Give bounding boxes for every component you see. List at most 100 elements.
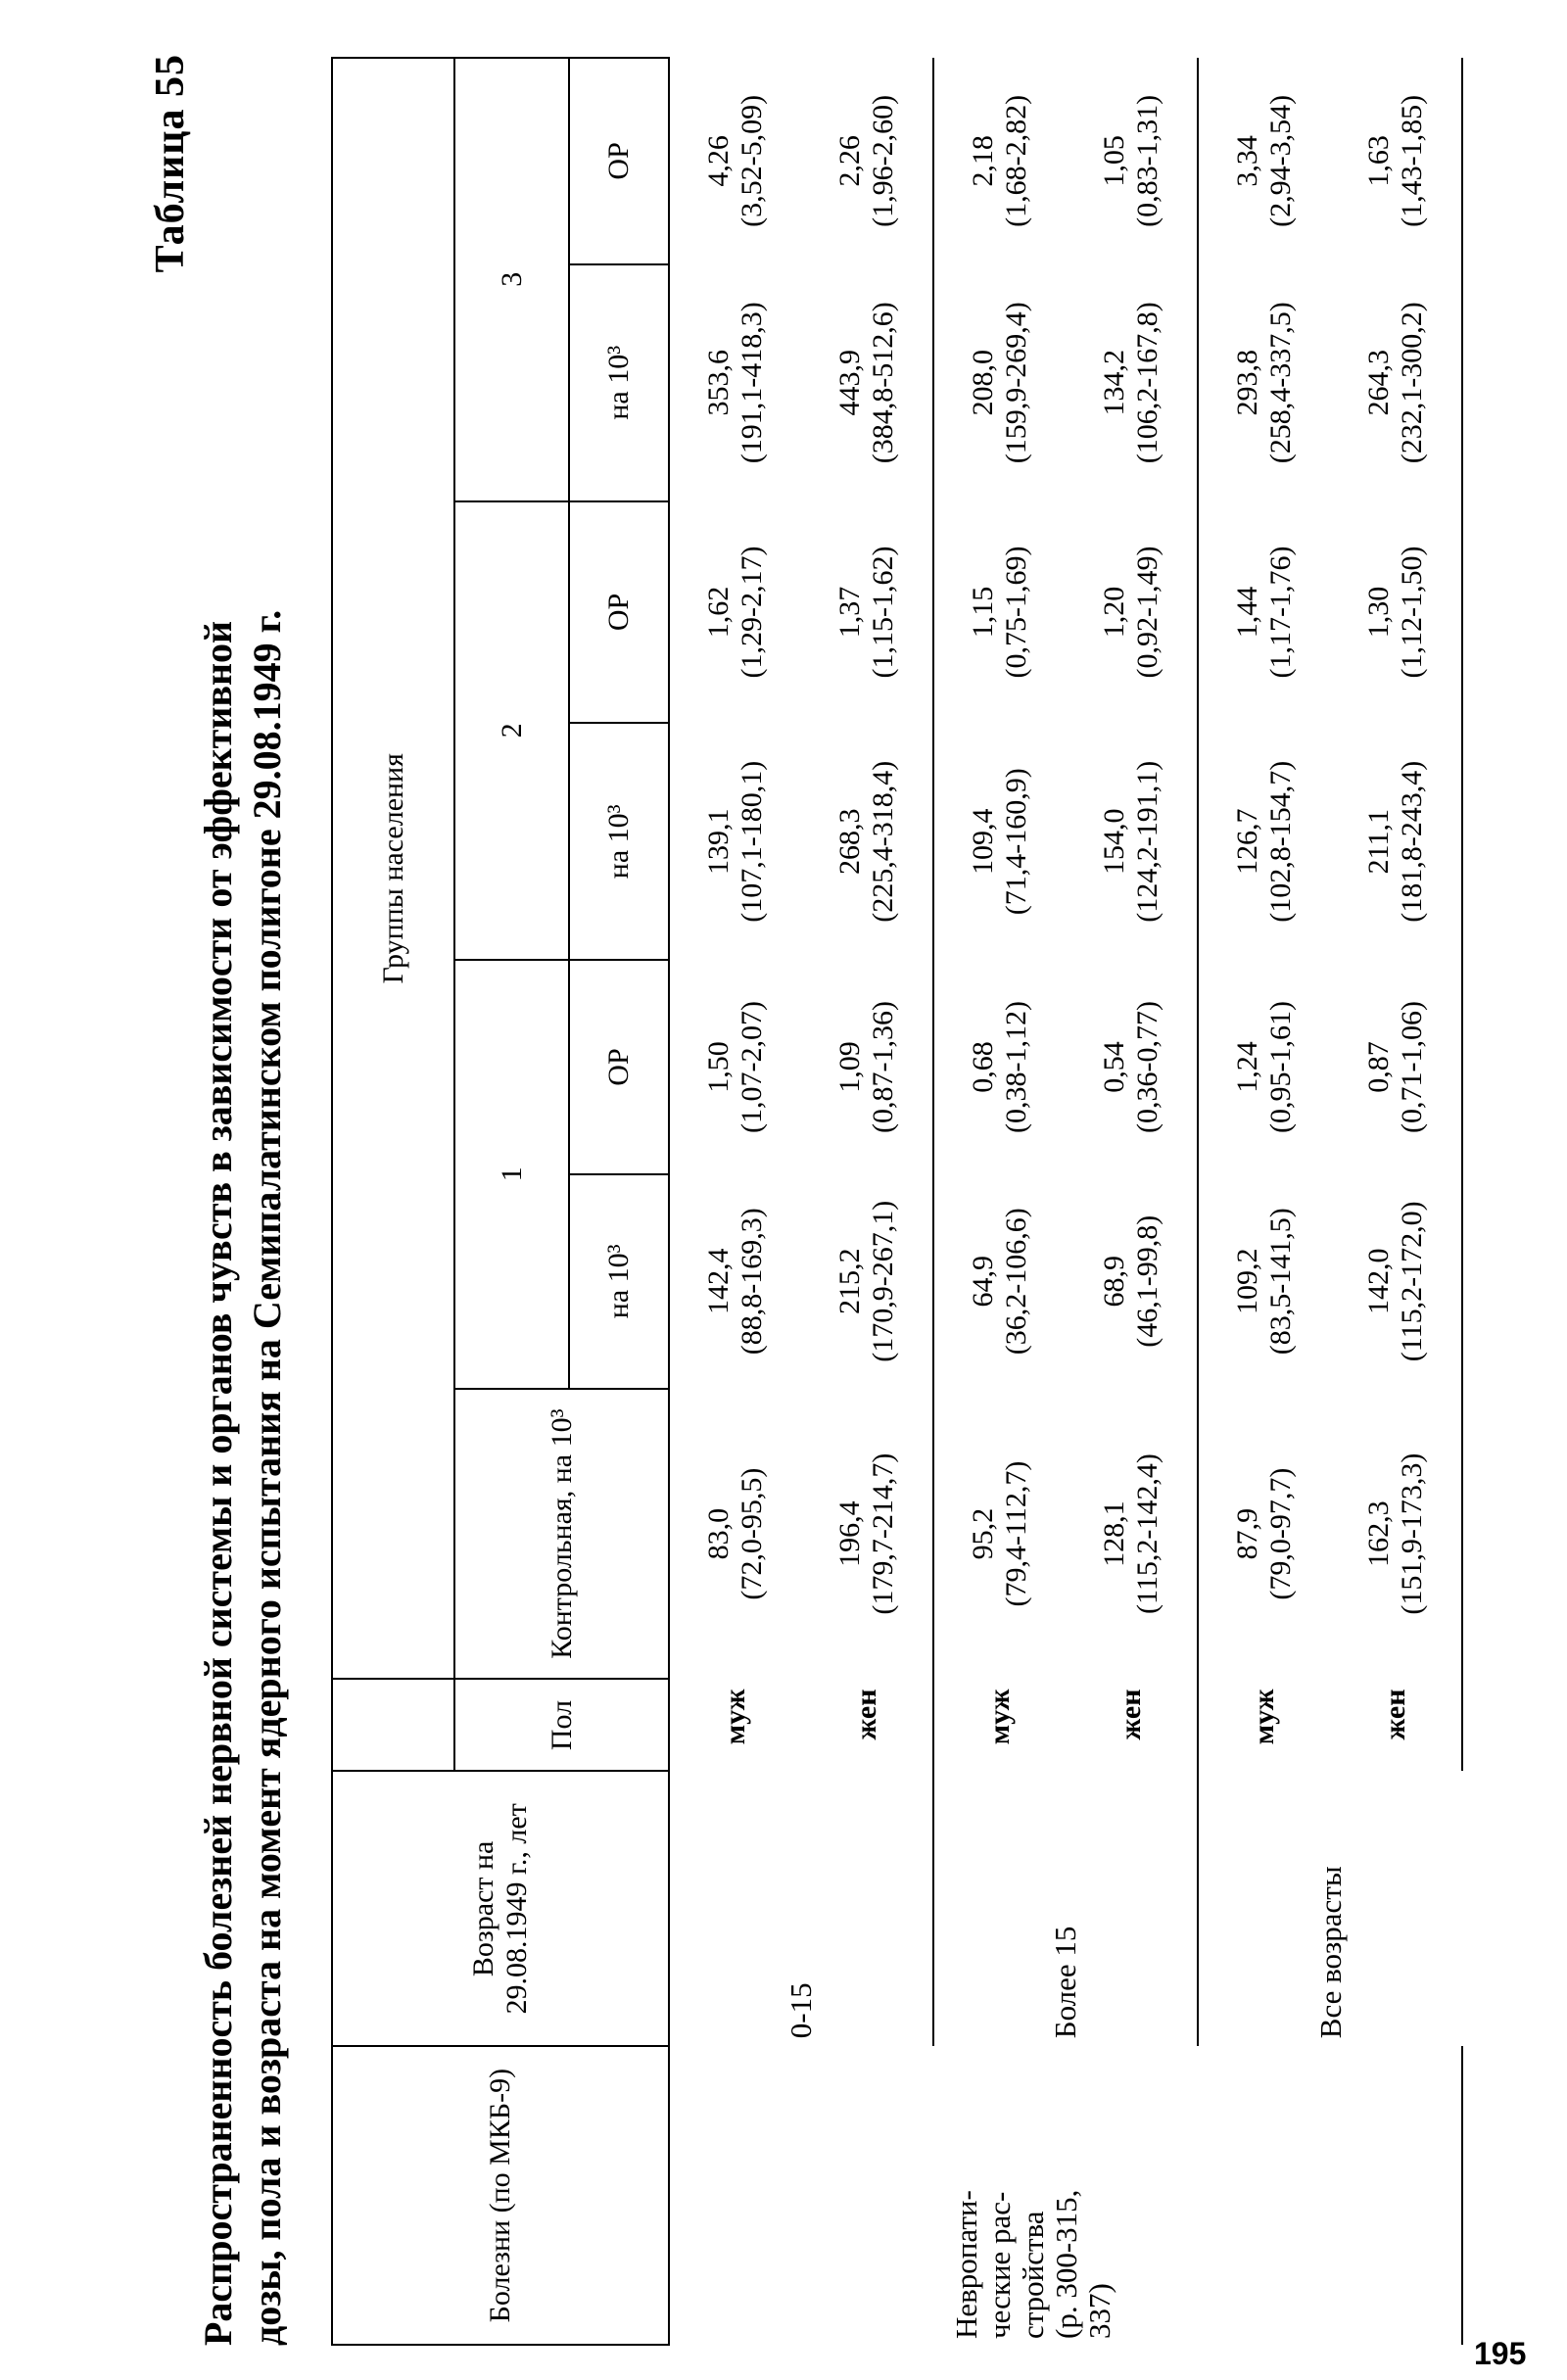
value: 154,0 (1098, 808, 1130, 876)
confidence-interval: (258,4-337,5) (1264, 302, 1297, 464)
data-table: Болезни (по МКБ-9) Возраст на 29.08.1949… (331, 57, 1463, 2346)
sex-cell: муж (1198, 1679, 1330, 1772)
value: 353,6 (702, 349, 735, 416)
value-cell: 1,63 (1,43-1,85) (1330, 58, 1462, 264)
confidence-interval: (36,2-106,6) (1000, 1208, 1032, 1356)
value-cell: 126,7 (102,8-154,7) (1198, 723, 1330, 961)
header-groups: Группы населения (332, 58, 454, 1680)
sex-cell: муж (669, 1679, 801, 1772)
confidence-interval: (0,87-1,36) (867, 1001, 899, 1133)
value: 211,1 (1362, 809, 1395, 875)
value: 215,2 (833, 1248, 866, 1315)
table-row: Невропати-ческие рас-стройства (р. 300-31… (669, 58, 1462, 2345)
confidence-interval: (1,12-1,50) (1396, 546, 1428, 679)
value-cell: 139,1 (107,1-180,1) (669, 723, 801, 961)
table-label: Таблица 55 (148, 54, 193, 273)
value-cell: 1,09 (0,87-1,36) (801, 960, 933, 1174)
value: 68,9 (1098, 1256, 1130, 1308)
header-or: ОР (569, 58, 669, 264)
value: 0,87 (1362, 1041, 1395, 1093)
value-cell: 1,05 (0,83-1,31) (1066, 58, 1198, 264)
value: 64,9 (967, 1256, 999, 1308)
value: 1,50 (702, 1041, 735, 1093)
value-cell: 1,44 (1,17-1,76) (1198, 500, 1330, 724)
sex-cell: жен (1115, 1689, 1147, 1740)
value: 268,3 (833, 808, 866, 876)
confidence-interval: (159,9-269,4) (1000, 302, 1032, 464)
value-cell: 142,4 (88,8-169,3) (669, 1173, 801, 1389)
value-cell: 264,3 (232,1-300,2) (1330, 263, 1462, 501)
confidence-interval: (151,9-173,3) (1396, 1452, 1428, 1615)
age-cell: Более 15 (933, 1771, 1198, 2047)
confidence-interval: (1,29-2,17) (736, 546, 768, 679)
value-cell: 83,0 (72,0-95,5) (669, 1388, 801, 1680)
header-sex: Пол (454, 1679, 669, 1772)
confidence-interval: (107,1-180,1) (736, 760, 768, 923)
confidence-interval: (1,96-2,60) (867, 94, 899, 227)
table-title: Распространенность болезней нервной сист… (194, 54, 292, 2346)
value: 2,26 (833, 135, 866, 187)
confidence-interval: (0,36-0,77) (1131, 1001, 1163, 1133)
value: 1,20 (1098, 586, 1130, 639)
value-cell: 0,68 (0,38-1,12) (933, 960, 1066, 1174)
header-or: ОР (569, 500, 669, 724)
table-body: Невропати-ческие рас-стройства (р. 300-31… (669, 58, 1462, 2345)
confidence-interval: (115,2-172,0) (1396, 1201, 1428, 1362)
value-cell: 2,18 (1,68-2,82) (933, 58, 1066, 264)
confidence-interval: (179,7-214,7) (867, 1452, 899, 1615)
header-disease: Болезни (по МКБ-9) (332, 2046, 669, 2345)
confidence-interval: (83,5-141,5) (1264, 1208, 1297, 1356)
value: 1,05 (1098, 135, 1130, 187)
value-cell: 1,30 (1,12-1,50) (1330, 500, 1462, 724)
value-cell: 162,3 (151,9-173,3) (1330, 1388, 1462, 1680)
table-row: Все возрасты муж 87,9 (79,0-97,7) 109,2 (83,5… (1198, 58, 1462, 2345)
header-per-1000: на 10³ (569, 263, 669, 501)
value-cell: 109,2 (83,5-141,5) (1198, 1173, 1330, 1389)
confidence-interval: (225,4-318,4) (867, 760, 899, 923)
value-cell: 3,34 (2,94-3,54) (1198, 58, 1330, 264)
value: 1,30 (1362, 586, 1395, 639)
value: 134,2 (1098, 349, 1130, 416)
confidence-interval: (384,8-512,6) (867, 302, 899, 464)
confidence-interval: (232,1-300,2) (1396, 302, 1428, 464)
value: 142,0 (1362, 1248, 1395, 1315)
header-per-1000: на 10³ (569, 1173, 669, 1389)
title-line: Распространенность болезней нервной сист… (196, 620, 240, 2346)
value-cell: 0,87 (0,71-1,06) (1330, 960, 1462, 1174)
header-group-1: 1 (454, 960, 569, 1389)
confidence-interval: (191,1-418,3) (736, 302, 768, 464)
value: 0,68 (967, 1041, 999, 1093)
value: 3,34 (1231, 135, 1263, 187)
value-cell: 64,9 (36,2-106,6) (933, 1173, 1066, 1389)
confidence-interval: (0,83-1,31) (1131, 94, 1163, 227)
value: 95,2 (967, 1507, 999, 1560)
value: 293,8 (1231, 349, 1263, 416)
value: 264,3 (1362, 349, 1395, 416)
value: 1,44 (1231, 586, 1263, 639)
value-cell: 293,8 (258,4-337,5) (1198, 263, 1330, 501)
value: 1,63 (1362, 135, 1395, 187)
value-cell: 1,37 (1,15-1,62) (801, 501, 933, 724)
confidence-interval: (79,0-97,7) (1264, 1467, 1297, 1600)
confidence-interval: (79,4-112,7) (1000, 1460, 1032, 1607)
header-or: ОР (569, 960, 669, 1174)
value-cell: 1,20 (0,92-1,49) (1066, 501, 1198, 724)
value-cell: 4,26 (3,52-5,09) (669, 58, 801, 264)
confidence-interval: (181,8-243,4) (1396, 760, 1428, 923)
confidence-interval: (102,8-154,7) (1264, 760, 1297, 923)
value: 443,9 (833, 349, 866, 416)
disease-label-line: (р. 300-315, (1049, 2189, 1083, 2339)
header-group-2: 2 (454, 500, 569, 961)
confidence-interval: (72,0-95,5) (736, 1467, 768, 1600)
confidence-interval: (0,92-1,49) (1131, 546, 1163, 679)
value: 1,09 (833, 1041, 866, 1093)
confidence-interval: (1,43-1,85) (1396, 94, 1428, 227)
sex-cell: жен (850, 1689, 882, 1740)
value-cell: 215,2 (170,9-267,1) (801, 1174, 933, 1389)
value: 1,15 (967, 586, 999, 639)
header-empty (332, 1679, 454, 1772)
value-cell: 1,50 (1,07-2,07) (669, 960, 801, 1174)
value: 139,1 (702, 808, 735, 876)
page-number: 195 (1474, 2336, 1527, 2371)
value-cell: 268,3 (225,4-318,4) (801, 723, 933, 960)
